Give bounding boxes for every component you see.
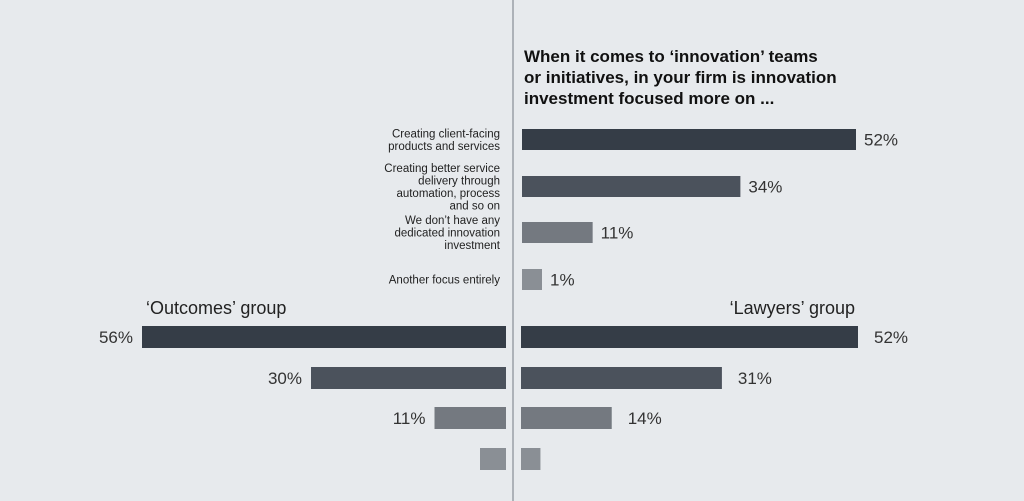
chart-title-line: When it comes to ‘innovation’ teams — [524, 47, 818, 66]
category-label: We don’t have any — [405, 215, 500, 227]
category-label: delivery through — [418, 175, 500, 187]
category-label: investment — [444, 240, 500, 252]
category-label: dedicated innovation — [395, 228, 501, 240]
lawyers-group-label: ‘Lawyers’ group — [730, 298, 855, 318]
overall-value-label: 11% — [601, 224, 634, 243]
overall-value-label: 34% — [748, 178, 782, 197]
overall-bar — [522, 269, 542, 290]
lawyers-value-label: 14% — [628, 409, 662, 428]
lawyers-bars: 52% 31% 14% — [521, 326, 908, 470]
category-label: automation, process — [396, 188, 500, 200]
outcomes-value-label: 56% — [99, 328, 133, 347]
overall-bar — [522, 129, 856, 150]
chart-title-line: investment focused more on ... — [524, 89, 774, 108]
outcomes-bar — [480, 448, 506, 470]
lawyers-value-label: 31% — [738, 369, 772, 388]
outcomes-bar — [142, 326, 506, 348]
overall-value-label: 1% — [550, 271, 575, 290]
chart-title: When it comes to ‘innovation’ teams or in… — [524, 47, 837, 108]
category-label: Creating client-facing — [392, 128, 500, 140]
outcomes-bars: 56% 30% 11% — [99, 326, 506, 470]
outcomes-group-label: ‘Outcomes’ group — [146, 298, 286, 318]
lawyers-value-label: 52% — [874, 328, 908, 347]
lawyers-bar — [521, 407, 612, 429]
category-label: and so on — [449, 200, 500, 212]
outcomes-value-label: 11% — [393, 409, 426, 428]
outcomes-bar — [311, 367, 506, 389]
category-label: Another focus entirely — [389, 275, 500, 287]
lawyers-bar — [521, 448, 541, 470]
category-label: Creating better service — [384, 163, 500, 175]
outcomes-value-label: 30% — [268, 369, 302, 388]
category-label: products and services — [388, 141, 500, 153]
overall-value-label: 52% — [864, 131, 898, 150]
overall-bar — [522, 176, 741, 197]
lawyers-bar — [521, 367, 722, 389]
lawyers-bar — [521, 326, 858, 348]
overall-bar — [522, 222, 593, 243]
chart-title-line: or initiatives, in your firm is innovati… — [524, 68, 837, 87]
outcomes-bar — [434, 407, 506, 429]
